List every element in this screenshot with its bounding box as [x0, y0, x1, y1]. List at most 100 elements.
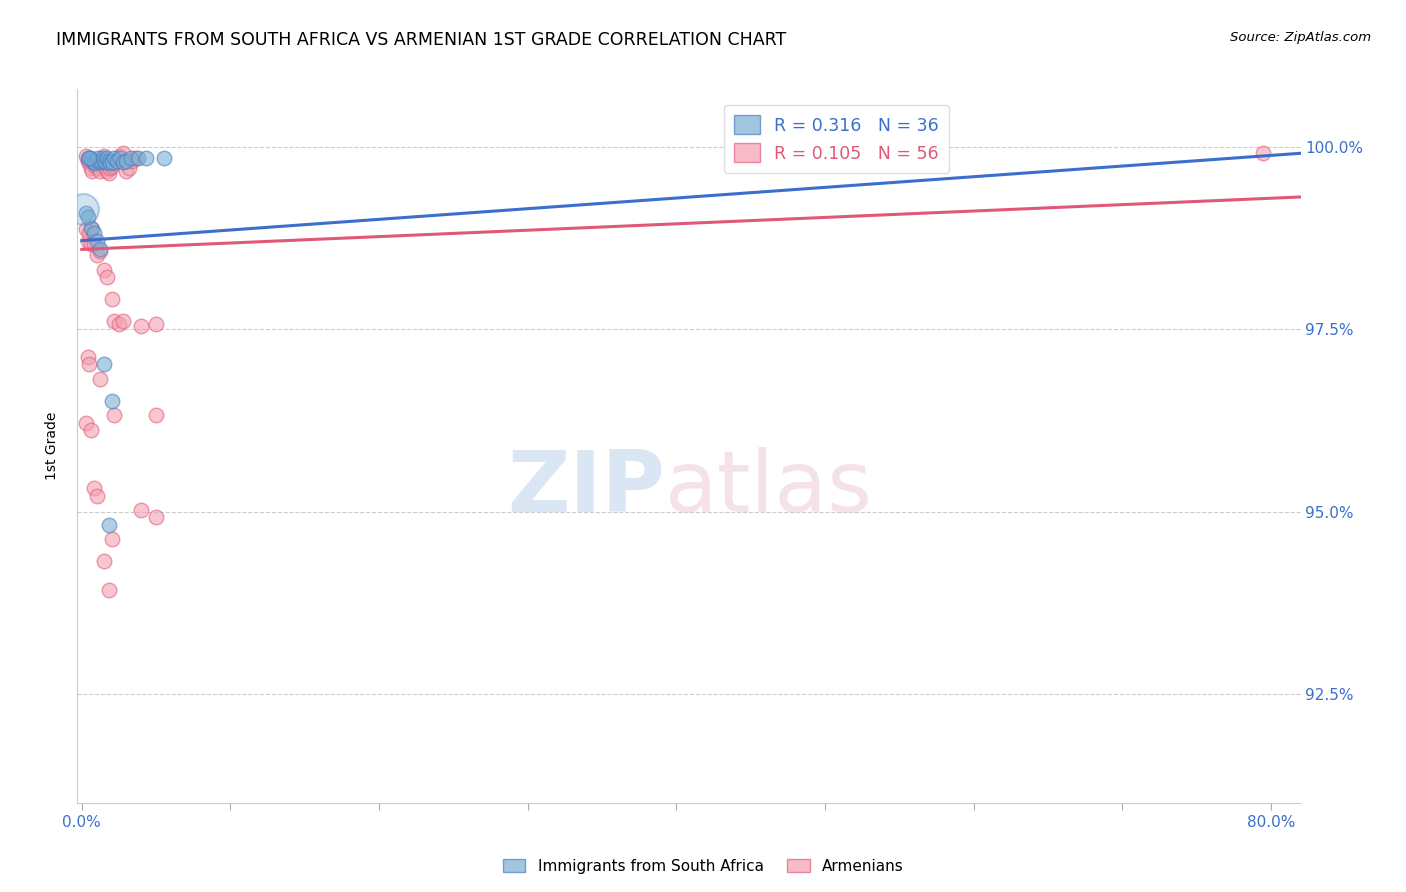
- Point: [108, 317, 131, 331]
- Point: [77, 358, 100, 372]
- Point: [86, 234, 108, 248]
- Legend: Immigrants from South Africa, Armenians: Immigrants from South Africa, Armenians: [496, 853, 910, 880]
- Text: IMMIGRANTS FROM SOUTH AFRICA VS ARMENIAN 1ST GRADE CORRELATION CHART: IMMIGRANTS FROM SOUTH AFRICA VS ARMENIAN…: [56, 31, 786, 49]
- Point: [152, 152, 174, 166]
- Point: [112, 314, 135, 328]
- Point: [80, 236, 103, 251]
- Point: [91, 152, 114, 166]
- Point: [83, 236, 105, 251]
- Point: [93, 358, 115, 372]
- Point: [100, 292, 122, 306]
- Point: [120, 152, 142, 166]
- Point: [84, 156, 107, 170]
- Point: [75, 222, 97, 236]
- Point: [86, 489, 108, 503]
- Point: [76, 153, 98, 168]
- Point: [83, 153, 105, 168]
- Point: [100, 155, 122, 169]
- Text: atlas: atlas: [665, 447, 873, 531]
- Point: [94, 161, 117, 175]
- Point: [82, 153, 104, 168]
- Point: [103, 152, 125, 166]
- Point: [80, 220, 103, 235]
- Point: [110, 152, 132, 166]
- Point: [98, 161, 121, 175]
- Point: [96, 270, 118, 285]
- Point: [880, 149, 903, 163]
- Legend: R = 0.316   N = 36, R = 0.105   N = 56: R = 0.316 N = 36, R = 0.105 N = 56: [724, 105, 949, 173]
- Point: [107, 153, 129, 168]
- Point: [80, 423, 103, 437]
- Point: [86, 155, 108, 169]
- Point: [127, 152, 149, 166]
- Point: [124, 152, 146, 166]
- Y-axis label: 1st Grade: 1st Grade: [45, 412, 59, 480]
- Point: [145, 317, 167, 331]
- Point: [100, 393, 122, 408]
- Point: [97, 517, 120, 532]
- Point: [82, 163, 104, 178]
- Point: [129, 503, 152, 517]
- Point: [94, 155, 117, 169]
- Point: [75, 416, 97, 430]
- Point: [129, 318, 152, 333]
- Point: [82, 222, 104, 236]
- Point: [96, 163, 118, 178]
- Point: [115, 153, 138, 168]
- Point: [118, 161, 141, 175]
- Point: [75, 149, 97, 163]
- Point: [93, 554, 115, 568]
- Point: [77, 152, 100, 166]
- Point: [103, 409, 125, 423]
- Point: [1253, 146, 1275, 161]
- Point: [86, 248, 108, 262]
- Point: [80, 161, 103, 175]
- Point: [145, 510, 167, 524]
- Point: [97, 583, 120, 598]
- Point: [87, 152, 110, 166]
- Point: [93, 153, 115, 168]
- Point: [76, 210, 98, 224]
- Point: [97, 153, 120, 168]
- Point: [98, 156, 121, 170]
- Point: [103, 156, 125, 170]
- Point: [112, 146, 135, 161]
- Point: [112, 155, 135, 169]
- Point: [100, 532, 122, 546]
- Point: [100, 159, 122, 173]
- Point: [93, 262, 115, 277]
- Point: [77, 156, 100, 170]
- Point: [76, 152, 98, 166]
- Point: [75, 206, 97, 220]
- Point: [89, 155, 111, 169]
- Point: [89, 243, 111, 257]
- Point: [135, 152, 157, 166]
- Point: [83, 481, 105, 495]
- Point: [96, 152, 118, 166]
- Point: [72, 202, 94, 217]
- Point: [86, 153, 108, 168]
- Point: [110, 149, 132, 163]
- Point: [90, 153, 112, 168]
- Point: [115, 163, 138, 178]
- Point: [107, 153, 129, 168]
- Point: [89, 244, 111, 258]
- Point: [89, 163, 111, 178]
- Point: [103, 314, 125, 328]
- Point: [145, 409, 167, 423]
- Point: [76, 234, 98, 248]
- Text: Source: ZipAtlas.com: Source: ZipAtlas.com: [1230, 31, 1371, 45]
- Point: [76, 350, 98, 364]
- Point: [84, 159, 107, 173]
- Text: ZIP: ZIP: [506, 447, 665, 531]
- Point: [83, 155, 105, 169]
- Point: [89, 372, 111, 386]
- Point: [91, 156, 114, 170]
- Point: [93, 149, 115, 163]
- Point: [97, 166, 120, 180]
- Point: [121, 153, 143, 168]
- Point: [90, 153, 112, 168]
- Point: [83, 227, 105, 241]
- Point: [77, 227, 100, 241]
- Point: [80, 152, 103, 166]
